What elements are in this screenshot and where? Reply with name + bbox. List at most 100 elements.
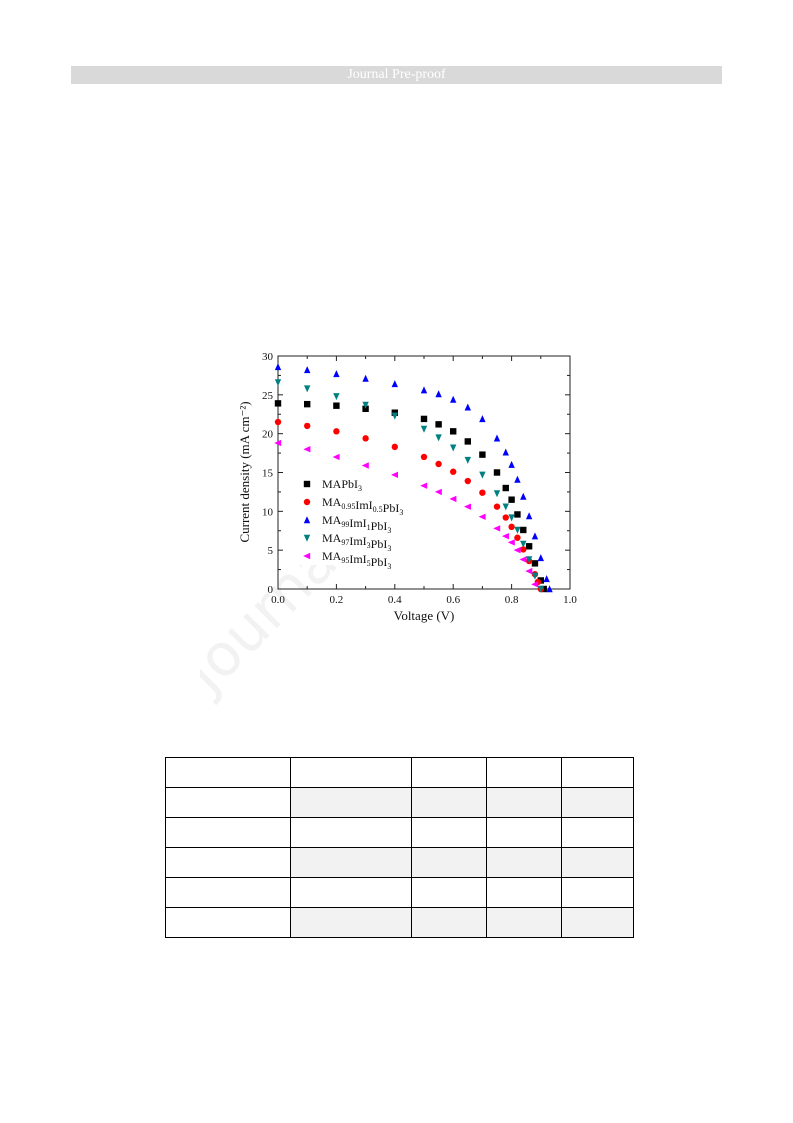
data-point [543,575,550,583]
data-point [502,448,509,456]
data-point [502,503,509,511]
data-point [493,434,501,442]
legend-marker [303,480,311,488]
data-point [501,532,509,540]
data-point [434,488,442,496]
table-cell [165,757,291,788]
y-tick-label: 25 [262,390,274,402]
table-cell [165,907,291,938]
data-point [362,405,369,413]
data-point [464,477,471,485]
y-tick-label: 30 [262,351,274,363]
table-cell [165,817,291,848]
legend-marker [303,552,311,560]
data-point [464,403,471,411]
table-cell [411,907,487,938]
table-cell [411,877,487,908]
legend-label: MA95ImI5PbI3 [322,549,391,571]
table-cell [561,787,634,818]
legend: MAPbI3 MA0.95ImI0.5PbI3MA99ImI1PbI3MA97Im… [303,477,403,571]
data-point [304,400,311,408]
data-point [508,514,515,522]
data-point [304,366,311,374]
y-tick-label: 5 [268,545,274,557]
data-point [391,443,398,451]
journal-banner: Journal Pre-proof [71,66,722,84]
data-point [502,484,509,492]
table-cell [290,787,412,818]
data-point [525,512,533,520]
data-point [435,460,442,468]
data-point [493,503,501,510]
data-point [519,556,527,563]
series-4 [274,379,544,593]
x-axis-label: Voltage (V) [394,608,455,623]
table-cell [561,907,634,938]
x-tick-label: 1.0 [563,594,577,606]
data-marks [274,363,553,593]
y-tick-label: 0 [268,584,274,596]
data-point [391,471,398,479]
data-point [274,379,282,387]
data-point [450,395,457,403]
data-point [513,546,521,554]
data-point [520,546,527,553]
y-tick-label: 15 [262,468,274,480]
table-cell [561,877,634,908]
axes: 0.0 0.2 0.4 0.6 0.8 1.0 0 5 10 15 20 25 30 [262,351,577,606]
legend-label: MAPbI3 [322,477,362,493]
x-tick-label: 0.0 [271,594,285,606]
data-point [274,439,282,447]
data-point [514,475,521,483]
data-point [531,532,539,540]
data-point [531,581,539,588]
legend-label: MA99ImI1PbI3 [322,513,391,535]
series-1 [274,400,547,593]
results-table [165,757,634,938]
data-point [507,539,515,546]
data-point [450,444,457,452]
table-cell [411,817,487,848]
y-tick-label: 10 [262,506,274,518]
data-point [464,456,471,464]
data-point [435,390,442,398]
data-point [274,418,282,426]
jv-chart: 0.0 0.2 0.4 0.6 0.8 1.0 0 5 10 15 20 25 30 MAPbI3 MA0… [237,351,577,623]
table-cell [486,907,562,938]
data-point [520,492,527,500]
data-point [493,469,501,476]
series-5 [274,439,539,588]
data-point [514,534,521,541]
table-row [165,877,634,908]
data-point [537,554,544,562]
x-tick-label: 0.4 [388,594,402,606]
data-point [479,471,486,479]
data-point [361,462,369,469]
table-cell [411,757,487,788]
table-cell [290,817,412,848]
data-point [435,421,442,428]
table-row [165,757,634,788]
table-cell [165,787,291,818]
data-point [493,525,501,532]
data-point [333,370,340,378]
table-cell [290,877,412,908]
table-cell [290,907,412,938]
data-point [304,385,311,393]
data-point [479,415,486,423]
data-point [435,434,442,442]
banner-text: Journal Pre-proof [347,67,446,82]
data-point [333,428,340,435]
data-point [546,585,553,593]
table-cell [411,787,487,818]
data-point [450,428,457,435]
data-point [464,503,471,510]
data-point [531,560,539,567]
legend-label: MA0.95ImI0.5PbI3 [322,495,403,517]
data-point [508,523,515,531]
legend-marker [303,516,311,524]
table-cell [411,847,487,878]
data-point [362,435,369,442]
table-cell [165,847,291,878]
data-point [520,540,527,548]
